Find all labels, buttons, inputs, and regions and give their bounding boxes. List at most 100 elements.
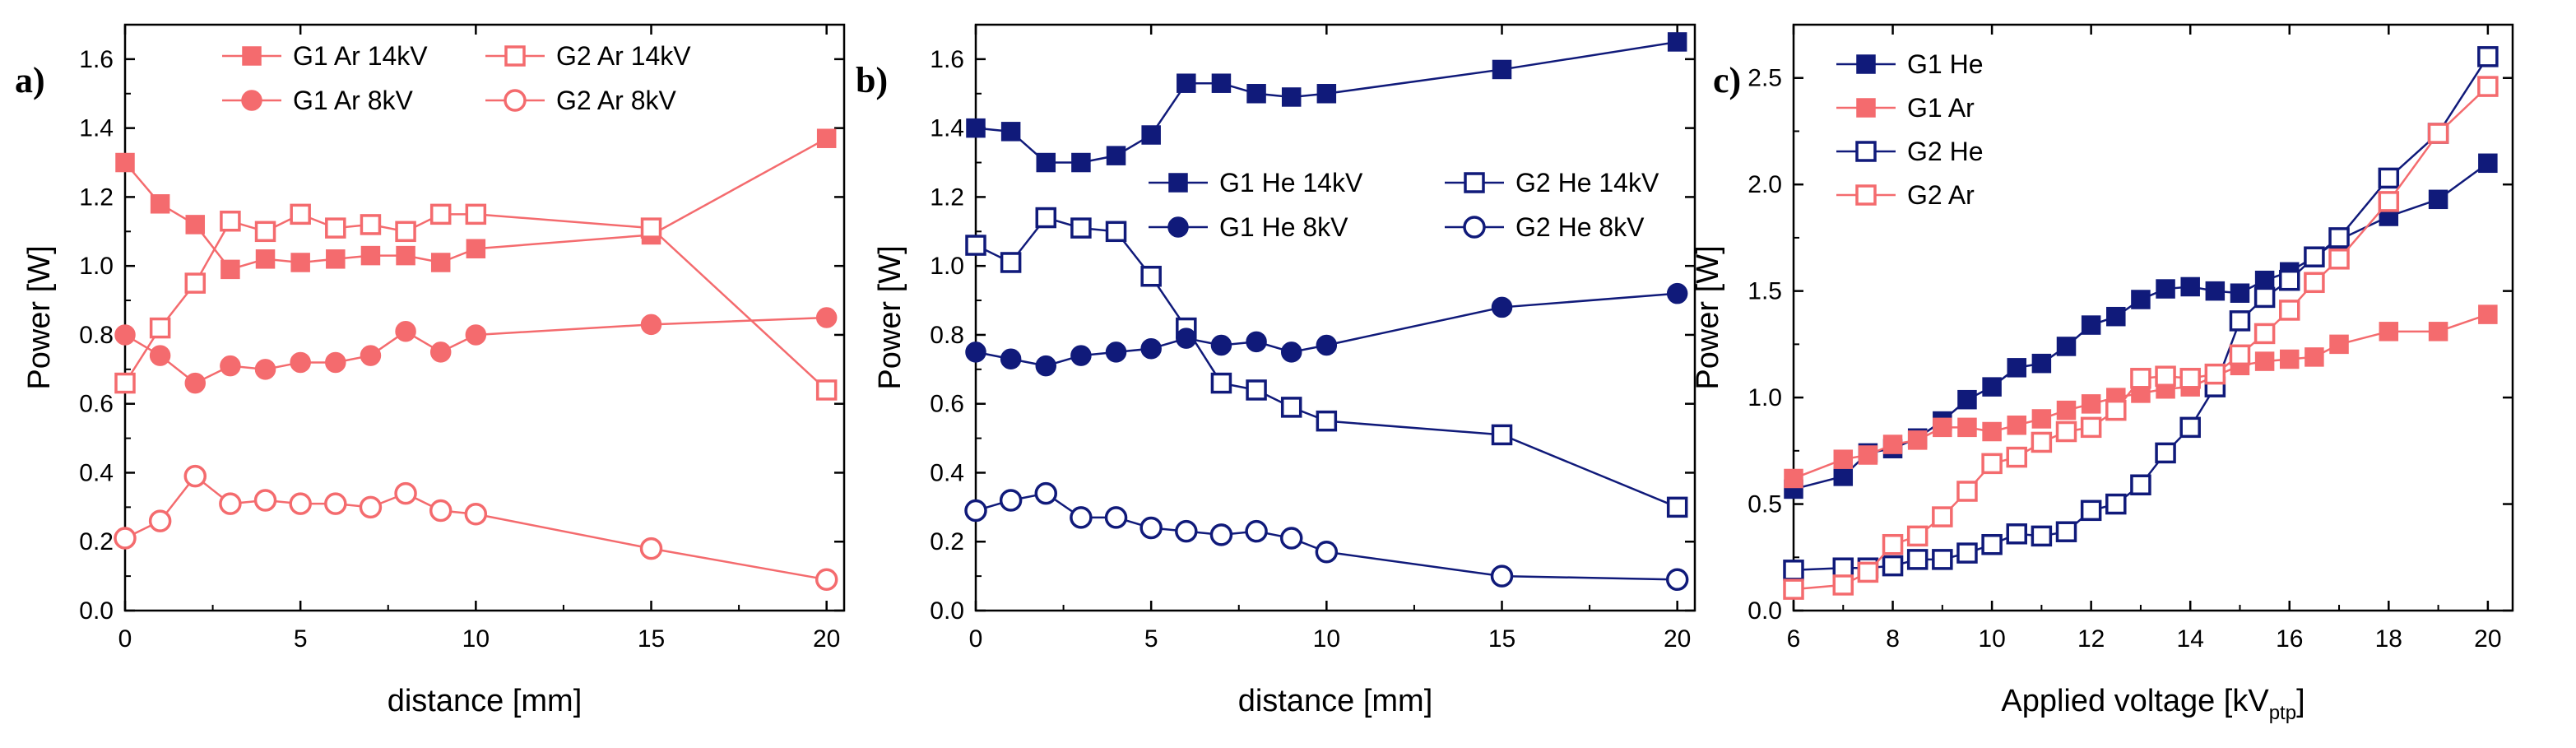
x-tick-label: 15 [1488, 625, 1515, 653]
data-point [2155, 442, 2176, 464]
data-point [1667, 32, 1687, 52]
legend-label: G2 Ar [1907, 180, 1975, 210]
data-point [639, 537, 663, 560]
x-tick-label: 10 [1313, 625, 1340, 653]
y-tick-label: 0.6 [930, 391, 964, 418]
x-axis-label: distance [mm] [1238, 684, 1433, 718]
data-point [1246, 379, 1267, 401]
data-point [220, 210, 241, 232]
x-axis-label: Applied voltage [kVptp] [2001, 684, 2304, 724]
data-point [1490, 564, 1514, 588]
data-point [2006, 446, 2027, 468]
legend-marker [1855, 141, 1877, 162]
legend-marker [1167, 216, 1189, 238]
data-point [1036, 152, 1056, 173]
data-point [2179, 416, 2201, 439]
data-point [1882, 555, 1904, 577]
data-point [2106, 306, 2126, 327]
data-point [2179, 368, 2201, 389]
x-axis-label-main: distance [mm] [1238, 684, 1433, 718]
data-point [1280, 341, 1302, 363]
data-point [395, 221, 416, 243]
data-point [815, 568, 838, 592]
data-point [254, 221, 276, 243]
legend-label: G1 Ar 14kV [293, 41, 428, 71]
data-point [1279, 527, 1303, 550]
data-point [2080, 499, 2102, 522]
legend-marker [1168, 173, 1188, 193]
data-point [1982, 377, 2002, 397]
series-g2-ar-14kv [114, 203, 838, 401]
y-tick-label: 1.4 [79, 115, 114, 142]
legend-marker [504, 89, 527, 112]
y-tick-label: 0.2 [79, 528, 114, 555]
legend-marker [1855, 184, 1877, 206]
data-point [183, 464, 207, 488]
plot-frame [123, 23, 846, 612]
legend-marker [504, 45, 526, 67]
data-point [184, 372, 207, 394]
data-point [2130, 474, 2151, 495]
data-point [2080, 416, 2102, 439]
data-point [2428, 189, 2448, 210]
data-point [1833, 467, 1854, 486]
data-point [1665, 568, 1689, 592]
plot-frame [974, 23, 1696, 612]
legend-label: G1 Ar 8kV [293, 86, 414, 115]
series-g1-he-14kv [966, 32, 1687, 173]
data-point [1000, 252, 1022, 273]
data-point [325, 217, 346, 239]
data-point [2055, 420, 2077, 443]
data-point [2007, 358, 2026, 378]
x-tick-label: 10 [462, 625, 490, 653]
data-point [149, 345, 171, 366]
data-point [1784, 468, 1803, 489]
legend: G1 He 14kV G2 He 14kV G1 He 8kV G2 He 8kV [1149, 168, 1659, 242]
data-point [2253, 286, 2276, 309]
data-point [360, 245, 381, 266]
data-point [359, 495, 383, 519]
data-point [815, 379, 838, 401]
data-point [2280, 349, 2300, 369]
data-point [2428, 322, 2448, 341]
data-point [2205, 281, 2226, 301]
data-point [2180, 276, 2200, 297]
data-point [185, 215, 206, 235]
legend-label: G1 He 14kV [1219, 168, 1363, 197]
y-tick-label: 0.0 [79, 597, 114, 625]
x-tick-label: 5 [294, 625, 308, 653]
data-point [1210, 372, 1232, 394]
legend-label: G2 Ar 8kV [556, 86, 677, 115]
y-tick-label: 1.6 [79, 46, 114, 73]
data-point [1982, 421, 2002, 442]
data-point [2230, 283, 2250, 303]
data-point [1175, 519, 1198, 543]
x-tick-label: 20 [1664, 625, 1691, 653]
legend-marker [1856, 54, 1876, 74]
data-point [1177, 73, 1196, 93]
data-point [1858, 445, 1878, 465]
data-point [2304, 246, 2325, 267]
data-point [2031, 431, 2053, 453]
data-point [219, 492, 242, 515]
x-tick-label: 14 [2177, 625, 2204, 653]
data-point [1882, 533, 1904, 555]
x-axis-label-subscript: ptp [2269, 702, 2296, 724]
data-point [220, 355, 241, 377]
data-point [2279, 300, 2300, 321]
data-point [1210, 334, 1232, 356]
data-point [1246, 84, 1266, 104]
data-point [2055, 521, 2077, 542]
y-tick-label: 1.5 [1748, 278, 1782, 305]
x-tick-label: 12 [2077, 625, 2105, 653]
data-point [289, 492, 312, 515]
x-tick-label: 5 [1144, 625, 1158, 653]
panel-label: c) [1713, 60, 1741, 100]
data-point [465, 324, 487, 346]
data-point [1035, 207, 1057, 229]
data-point [965, 235, 986, 256]
data-point [1140, 265, 1162, 287]
data-point [2155, 365, 2176, 387]
data-point [2081, 394, 2101, 414]
x-tick-label: 16 [2276, 625, 2303, 653]
